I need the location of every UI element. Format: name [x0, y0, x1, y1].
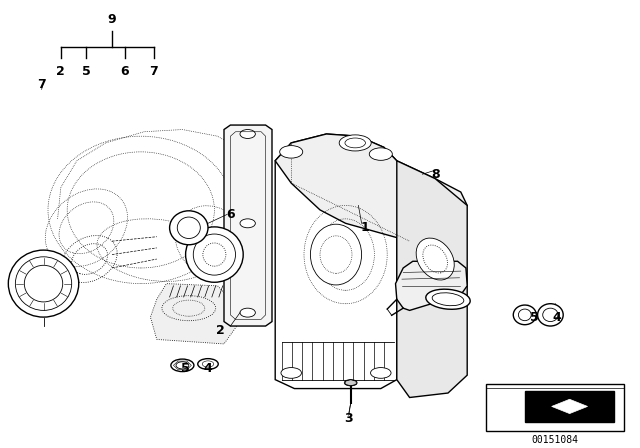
Ellipse shape	[8, 250, 79, 317]
Text: 00151084: 00151084	[532, 435, 579, 445]
Polygon shape	[275, 134, 467, 241]
Text: 5: 5	[530, 310, 539, 323]
Text: 4: 4	[204, 362, 212, 375]
Text: 2: 2	[216, 324, 225, 337]
Ellipse shape	[186, 227, 243, 282]
Polygon shape	[396, 261, 467, 310]
Ellipse shape	[369, 148, 392, 160]
Ellipse shape	[240, 219, 255, 228]
Ellipse shape	[170, 211, 208, 245]
Ellipse shape	[416, 238, 454, 280]
Ellipse shape	[198, 359, 218, 369]
Ellipse shape	[281, 367, 301, 378]
Ellipse shape	[518, 309, 531, 321]
Polygon shape	[345, 379, 356, 386]
Text: 1: 1	[360, 221, 369, 234]
Text: 4: 4	[552, 310, 561, 323]
Bar	[486, 384, 624, 431]
Ellipse shape	[240, 129, 255, 138]
Ellipse shape	[426, 289, 470, 309]
Polygon shape	[224, 125, 272, 326]
Polygon shape	[397, 161, 467, 397]
Text: 5: 5	[181, 362, 190, 375]
Ellipse shape	[310, 224, 362, 285]
Ellipse shape	[240, 308, 255, 317]
Text: 7: 7	[37, 78, 46, 91]
Ellipse shape	[538, 304, 563, 326]
Ellipse shape	[371, 367, 391, 378]
Ellipse shape	[280, 146, 303, 158]
Text: 9: 9	[108, 13, 116, 26]
Ellipse shape	[513, 305, 536, 325]
Ellipse shape	[171, 359, 194, 371]
Polygon shape	[552, 399, 588, 414]
Ellipse shape	[543, 308, 558, 322]
Polygon shape	[150, 284, 237, 344]
Text: 6: 6	[120, 65, 129, 78]
Bar	[525, 391, 614, 422]
Polygon shape	[275, 134, 397, 388]
Text: 2: 2	[56, 65, 65, 78]
Ellipse shape	[339, 135, 371, 151]
Text: 3: 3	[344, 412, 353, 425]
Text: 8: 8	[431, 168, 440, 181]
Text: 7: 7	[149, 65, 158, 78]
Text: 5: 5	[82, 65, 91, 78]
Text: 6: 6	[226, 208, 235, 221]
